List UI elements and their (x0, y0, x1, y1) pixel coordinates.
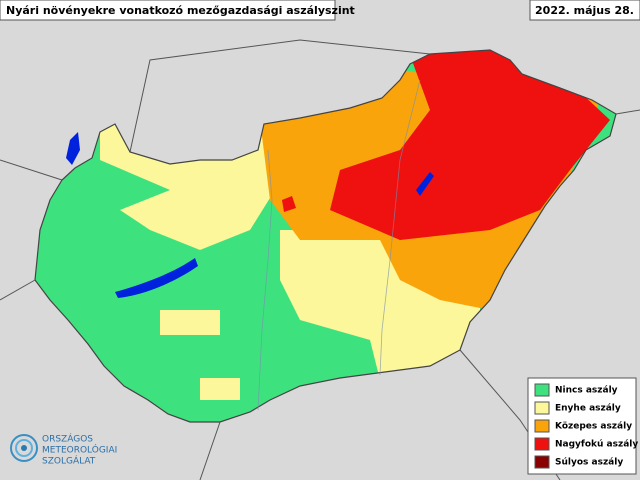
lake-tisza (416, 172, 434, 196)
legend-label: Súlyos aszály (555, 458, 623, 468)
logo-text: ORSZÁGOS (42, 433, 93, 445)
logo-text: METEOROLÓGIAI (42, 444, 117, 456)
region-mild (160, 310, 240, 400)
rivers (257, 79, 421, 411)
legend-swatch (534, 455, 550, 469)
logo: ORSZÁGOS METEOROLÓGIAI SZOLGÁLAT (10, 433, 117, 467)
lake-ferto (66, 132, 80, 165)
logo-text: SZOLGÁLAT (42, 455, 96, 467)
country-borders (0, 39, 640, 480)
legend-label: Enyhe aszály (555, 404, 621, 414)
legend-swatch (534, 401, 550, 415)
date: 2022. május 28. (535, 4, 634, 17)
hungary-border (34, 49, 617, 423)
region-severe (330, 50, 610, 240)
legend-swatch (534, 383, 550, 397)
title-box (0, 0, 336, 21)
legend-label: Közepes aszály (555, 422, 632, 432)
legend-label: Nincs aszály (555, 386, 618, 396)
date-box (529, 0, 640, 21)
legend-label: Nagyfokú aszály (555, 440, 638, 450)
lake-balaton (115, 258, 198, 298)
legend-swatch (534, 437, 550, 451)
legend: Nincs aszály Enyhe aszály Közepes aszály Na… (534, 383, 638, 469)
title: Nyári növényekre vonatkozó mezőgazdasági… (6, 4, 355, 17)
region-severe (282, 196, 296, 212)
legend-swatch (534, 419, 550, 433)
